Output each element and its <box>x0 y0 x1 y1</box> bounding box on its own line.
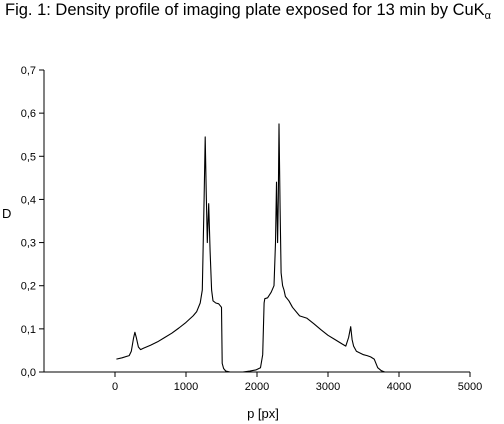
plot-area <box>116 123 385 373</box>
y-tick-label: 0,4 <box>21 194 36 206</box>
y-tick-label: 0,3 <box>21 238 36 250</box>
chart-title-main: Fig. 1: Density profile of imaging plate… <box>5 1 485 19</box>
x-tick-label: 0 <box>112 381 118 393</box>
y-tick-label: 0,0 <box>21 367 36 379</box>
x-tick-label: 2000 <box>245 381 269 393</box>
y-tick-label: 0,6 <box>21 108 36 120</box>
density-series-line <box>116 123 385 373</box>
y-tick-label: 0,2 <box>21 281 36 293</box>
axes <box>43 70 470 373</box>
chart-title-subscript: α <box>484 10 492 22</box>
y-tick-label: 0,5 <box>21 151 36 163</box>
x-axis-label: p [px] <box>247 406 279 421</box>
ticks: 0,0 0,1 0,2 0,3 0,4 0,5 0,6 0,7 0 1000 2000 3000 400… <box>21 65 483 393</box>
x-tick-label: 4000 <box>387 381 411 393</box>
y-tick-label: 0,1 <box>21 324 36 336</box>
x-tick-label: 3000 <box>316 381 340 393</box>
chart-title: Fig. 1: Density profile of imaging plate… <box>5 1 491 22</box>
x-tick-label: 5000 <box>458 381 482 393</box>
y-tick-label: 0,7 <box>21 65 36 77</box>
y-axis-label: D <box>2 206 11 221</box>
x-tick-label: 1000 <box>174 381 198 393</box>
